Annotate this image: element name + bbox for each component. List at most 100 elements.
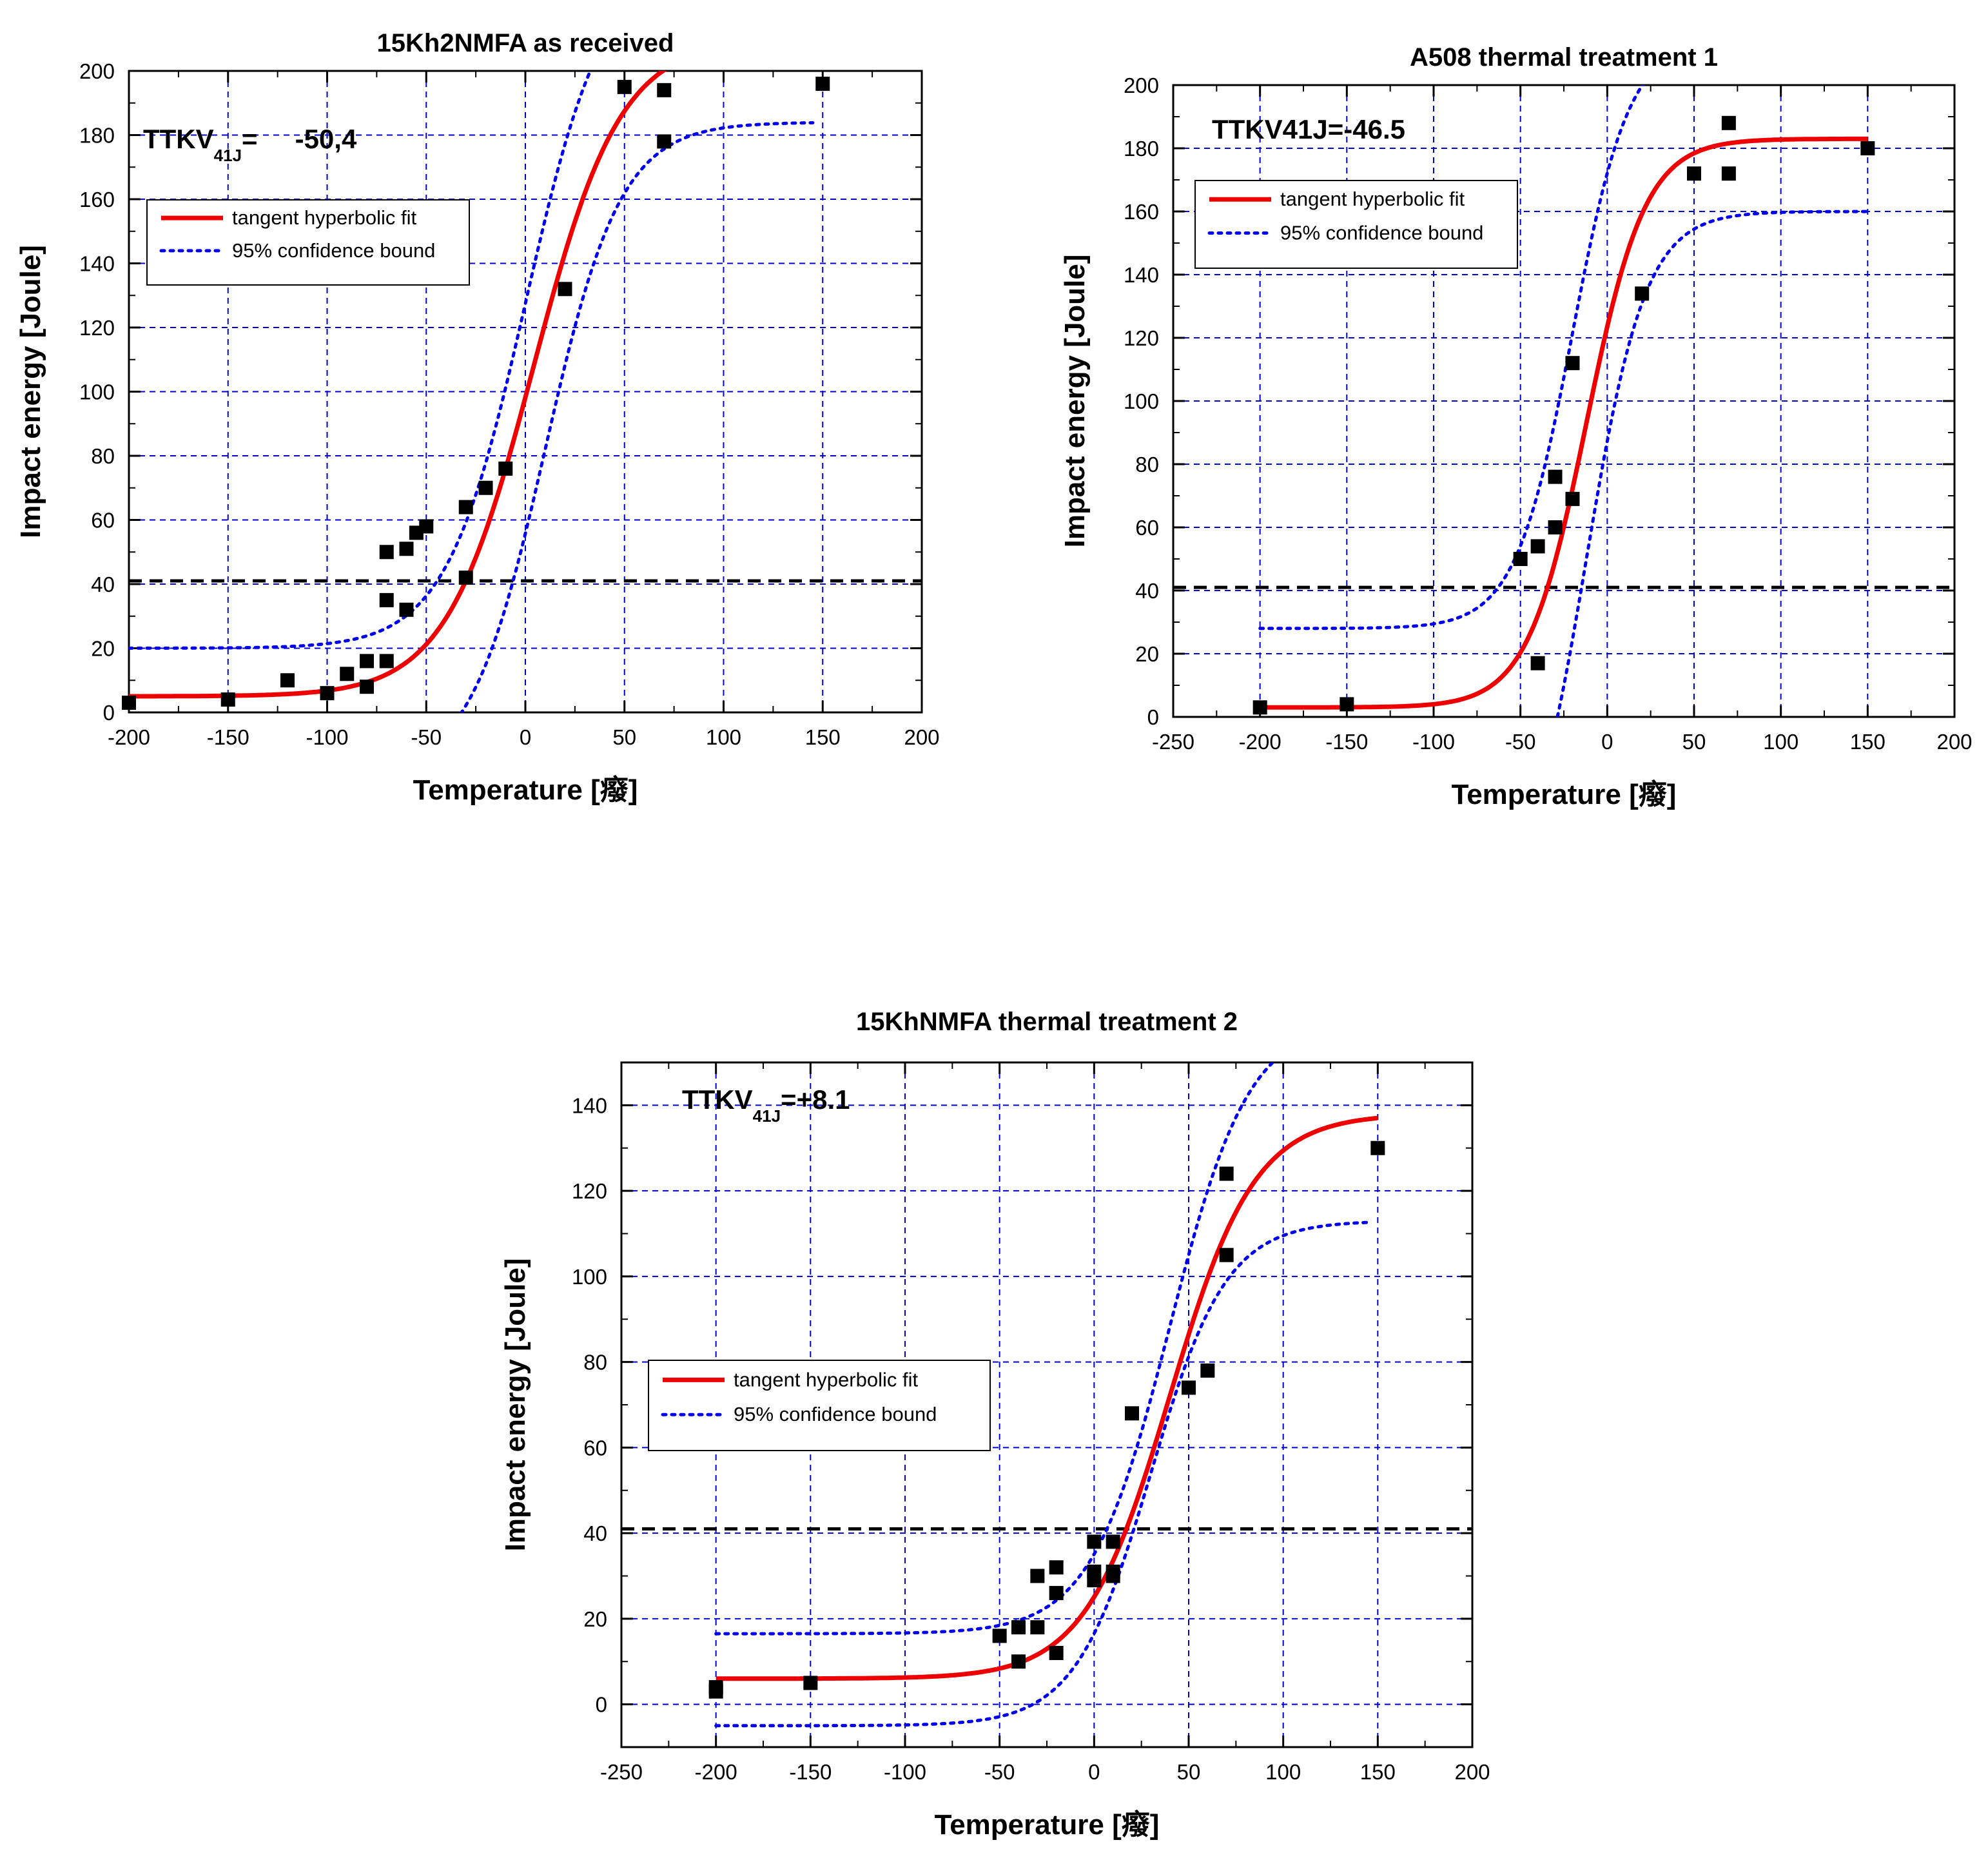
tanh-fit-curve bbox=[129, 71, 667, 699]
x-axis-unit-glyph: 癈 bbox=[600, 774, 629, 806]
chart-1: 15Kh2NMFA as received -200 -150 -100 -50 0 50 1… bbox=[15, 29, 940, 806]
x-tick-label: -200 bbox=[108, 725, 150, 749]
data-point bbox=[458, 571, 473, 585]
confidence-lower-bound bbox=[460, 121, 815, 712]
confidence-upper-bound bbox=[129, 71, 592, 650]
data-point bbox=[1687, 166, 1701, 181]
y-tick-label: 120 bbox=[1124, 326, 1159, 350]
curves bbox=[1258, 85, 1869, 717]
curves bbox=[129, 71, 815, 712]
data-point bbox=[992, 1628, 1007, 1643]
legend: tangent hyperbolic fit 95% confidence bou… bbox=[648, 1360, 991, 1451]
data-point bbox=[1182, 1380, 1196, 1395]
ttkv-value: -50,4 bbox=[295, 124, 357, 154]
x-axis-label: Temperature [癈] bbox=[413, 774, 638, 806]
legend-confidence-label: 95% confidence bound bbox=[1280, 222, 1483, 244]
data-point bbox=[1370, 1140, 1385, 1155]
confidence-upper-bound bbox=[714, 1062, 1275, 1636]
confidence-lower-bound bbox=[1555, 210, 1869, 717]
x-axis-label: Temperature [癈] bbox=[1452, 779, 1677, 810]
tanh-fit-curve bbox=[1260, 136, 1868, 710]
x-tick-label: -150 bbox=[1325, 730, 1368, 754]
data-point bbox=[1087, 1534, 1102, 1549]
x-tick-label: 200 bbox=[1454, 1760, 1490, 1784]
x-axis-label-close: ] bbox=[629, 774, 638, 806]
y-tick-label: 80 bbox=[583, 1351, 607, 1374]
y-axis-label: Impact energy [Joule] bbox=[15, 245, 46, 538]
y-tick-label: 0 bbox=[596, 1693, 607, 1717]
legend: tangent hyperbolic fit 95% confidence bou… bbox=[146, 199, 470, 286]
x-tick-label: -100 bbox=[884, 1760, 926, 1784]
x-tick-label: -150 bbox=[789, 1760, 832, 1784]
x-tick-label: 150 bbox=[1360, 1760, 1396, 1784]
ttkv-value: +8.1 bbox=[797, 1084, 850, 1115]
data-point bbox=[1219, 1247, 1234, 1262]
x-tick-label: 0 bbox=[1601, 730, 1613, 754]
y-tick-label: 160 bbox=[79, 188, 115, 211]
data-point bbox=[1721, 115, 1736, 130]
legend-fit-label: tangent hyperbolic fit bbox=[232, 206, 416, 229]
data-point bbox=[1030, 1569, 1045, 1583]
data-point bbox=[419, 519, 434, 534]
data-point bbox=[379, 654, 394, 669]
legend-fit-label: tangent hyperbolic fit bbox=[1280, 188, 1465, 210]
data-point bbox=[1513, 552, 1528, 566]
data-point bbox=[1030, 1620, 1045, 1635]
curves bbox=[714, 1062, 1378, 1728]
data-point bbox=[399, 602, 414, 617]
y-tick-label: 160 bbox=[1124, 200, 1159, 224]
ttkv-equals: = bbox=[781, 1084, 797, 1115]
data-point bbox=[280, 673, 295, 688]
y-tick-label: 120 bbox=[572, 1179, 607, 1203]
ttkv-equals: = bbox=[242, 124, 258, 154]
x-tick-label: 0 bbox=[1088, 1760, 1100, 1784]
y-tick-label: 180 bbox=[79, 124, 115, 148]
x-axis-unit-glyph: 癈 bbox=[1122, 1809, 1151, 1841]
data-point bbox=[657, 134, 672, 149]
y-tick-label: 180 bbox=[1124, 137, 1159, 161]
x-tick-label: -250 bbox=[600, 1760, 643, 1784]
data-point bbox=[1011, 1654, 1026, 1669]
data-point bbox=[617, 79, 632, 94]
x-tick-label: 50 bbox=[1177, 1760, 1201, 1784]
y-tick-label: 40 bbox=[1135, 579, 1159, 603]
data-point bbox=[320, 686, 335, 701]
data-point bbox=[1087, 1564, 1102, 1579]
ttkv-subscript: 41J bbox=[753, 1106, 781, 1126]
y-tick-label: 200 bbox=[1124, 73, 1159, 97]
y-tick-label: 0 bbox=[103, 701, 115, 725]
x-tick-label: -200 bbox=[695, 1760, 737, 1784]
x-axis-label: Temperature [癈] bbox=[935, 1809, 1160, 1841]
y-tick-label: 20 bbox=[91, 637, 115, 661]
confidence-lower-bound bbox=[714, 1220, 1370, 1728]
data-point bbox=[657, 83, 672, 97]
legend-confidence-label: 95% confidence bound bbox=[232, 239, 435, 262]
y-tick-label: 100 bbox=[572, 1265, 607, 1289]
data-point bbox=[220, 692, 235, 707]
x-tick-label: -100 bbox=[306, 725, 348, 749]
y-tick-label: 0 bbox=[1147, 705, 1159, 729]
y-tick-label: 120 bbox=[79, 316, 115, 340]
data-point bbox=[379, 592, 394, 607]
data-point bbox=[1125, 1406, 1139, 1421]
data-point bbox=[1219, 1166, 1234, 1181]
x-tick-label: 100 bbox=[1763, 730, 1798, 754]
chart-title: A508 thermal treatment 1 bbox=[1410, 43, 1718, 72]
x-axis-label-text: Temperature [ bbox=[1452, 779, 1639, 810]
data-point bbox=[1548, 520, 1563, 534]
data-point bbox=[1049, 1586, 1064, 1601]
confidence-upper-bound bbox=[1258, 85, 1644, 631]
ttkv-annotation: TTKV41J=-46.5 bbox=[1212, 114, 1405, 144]
data-point bbox=[1530, 656, 1545, 670]
data-point bbox=[458, 500, 473, 514]
chart-2: A508 thermal treatment 1 -250 -200 -150 -100… bbox=[1059, 43, 1973, 810]
x-tick-label: 100 bbox=[1265, 1760, 1301, 1784]
x-tick-label: -50 bbox=[1505, 730, 1536, 754]
x-tick-label: -50 bbox=[984, 1760, 1015, 1784]
x-tick-label: -150 bbox=[207, 725, 249, 749]
x-tick-label: 50 bbox=[612, 725, 636, 749]
ttkv-subscript: 41J bbox=[214, 146, 242, 165]
y-tick-label: 80 bbox=[1135, 453, 1159, 476]
chart-3: 15KhNMFA thermal treatment 2 -250 -200 -150… bbox=[500, 1008, 1490, 1841]
y-tick-label: 60 bbox=[583, 1436, 607, 1460]
